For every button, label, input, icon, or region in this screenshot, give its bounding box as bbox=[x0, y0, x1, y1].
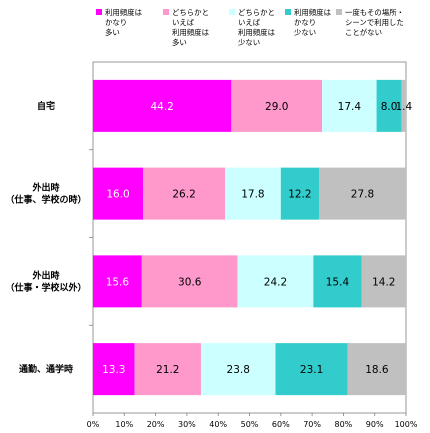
bar-segment-1-4 bbox=[318, 167, 406, 220]
category-label-2-0: 外出時 bbox=[31, 269, 59, 281]
data-label-1-4: 27.8 bbox=[351, 189, 374, 201]
x-tick-label-7: 70% bbox=[303, 420, 321, 429]
data-label-3-3: 23.1 bbox=[300, 364, 323, 376]
x-tick-label-1: 10% bbox=[115, 420, 133, 429]
bar-segment-1-1 bbox=[143, 167, 226, 220]
data-label-2-3: 15.4 bbox=[326, 276, 350, 288]
x-tick-label-2: 20% bbox=[147, 420, 165, 429]
bar-segment-2-4 bbox=[361, 255, 406, 308]
legend-label-1-0: どちらかと bbox=[172, 8, 209, 17]
legend-label-0-0: 利用頻度は bbox=[105, 8, 143, 17]
legend-swatch-4 bbox=[336, 9, 342, 15]
bar-segment-1-0 bbox=[93, 167, 144, 220]
x-tick-label-0: 0% bbox=[87, 420, 100, 429]
bar-segment-2-2 bbox=[237, 255, 314, 308]
bar-segment-0-0 bbox=[93, 79, 232, 132]
bar-segment-3-3 bbox=[275, 343, 348, 396]
data-label-0-1: 29.0 bbox=[265, 101, 288, 113]
legend-label-2-0: どちらかと bbox=[238, 8, 275, 17]
legend-label-2-1: いえば bbox=[238, 18, 261, 27]
category-label-1-0: 外出時 bbox=[31, 182, 59, 194]
data-label-2-1: 30.6 bbox=[178, 276, 202, 288]
legend-label-2-3: 少ない bbox=[238, 38, 260, 47]
bar-segment-0-2 bbox=[322, 79, 377, 132]
data-label-1-2: 17.8 bbox=[241, 189, 264, 201]
legend-swatch-2 bbox=[229, 9, 235, 15]
legend-label-1-3: 多い bbox=[172, 38, 187, 47]
bar-segment-3-4 bbox=[347, 343, 406, 396]
bar-segment-2-1 bbox=[141, 255, 238, 308]
bar-segment-1-2 bbox=[225, 167, 281, 220]
data-label-0-2: 17.4 bbox=[338, 101, 362, 113]
x-tick-label-8: 80% bbox=[335, 420, 353, 429]
plot-area: 44.2 29.0 17.4 8.01.4 16.0 26.2 17.8 12.2 27.8 15… bbox=[89, 61, 412, 414]
bar-segment-0-4 bbox=[401, 79, 406, 132]
data-label-2-4: 14.2 bbox=[372, 276, 395, 288]
data-label-1-0: 16.0 bbox=[106, 189, 129, 201]
bar-segment-3-2 bbox=[200, 343, 276, 396]
x-tick-label-9: 90% bbox=[366, 420, 384, 429]
x-tick-label-3: 30% bbox=[178, 420, 196, 429]
data-label-0-3: 8.0 bbox=[381, 101, 398, 113]
bar-segment-2-0 bbox=[93, 255, 142, 308]
category-label-0-0: 自宅 bbox=[37, 100, 55, 112]
x-tick-label-5: 50% bbox=[241, 420, 259, 429]
data-label-3-4: 18.6 bbox=[365, 364, 389, 376]
data-label-0-0: 44.2 bbox=[150, 101, 173, 113]
legend-label-3-0: 利用頻度は bbox=[294, 8, 332, 17]
legend-label-1-2: 利用頻度は bbox=[172, 28, 210, 37]
data-label-3-2: 23.8 bbox=[227, 364, 250, 376]
bar-segment-3-0 bbox=[93, 343, 135, 396]
legend-label-3-2: 少ない bbox=[294, 28, 316, 37]
bar-segment-1-3 bbox=[280, 167, 319, 220]
x-tick-label-6: 60% bbox=[272, 420, 290, 429]
legend-label-1-1: いえば bbox=[172, 18, 195, 27]
x-tick-label-10: 100% bbox=[395, 420, 418, 429]
legend-label-4-1: シーンで利用した bbox=[345, 18, 404, 27]
legend-label-3-1: かなり bbox=[294, 18, 316, 27]
legend-label-4-2: ことがない bbox=[345, 28, 382, 37]
legend-label-4-0: 一度もその場所・ bbox=[345, 8, 404, 17]
data-label-0-4: 1.4 bbox=[395, 101, 412, 113]
data-label-1-3: 12.2 bbox=[288, 189, 311, 201]
legend-swatch-1 bbox=[163, 9, 169, 15]
data-label-2-0: 15.6 bbox=[106, 276, 130, 288]
data-label-2-2: 24.2 bbox=[264, 276, 287, 288]
legend-label-0-1: かなり bbox=[105, 18, 127, 27]
x-axis: 0% 10% 20% 30% 40% 50% 60% 70% 80% 90% 100% bbox=[87, 413, 418, 429]
bar-segment-2-3 bbox=[313, 255, 362, 308]
category-label-2-1: （仕事・学校以外） bbox=[5, 281, 86, 293]
bar-segment-0-3 bbox=[376, 79, 402, 132]
bar-segment-0-1 bbox=[231, 79, 323, 132]
legend-label-2-2: 利用頻度は bbox=[238, 28, 276, 37]
category-label-1-1: （仕事、学校の時） bbox=[5, 194, 86, 206]
data-label-1-1: 26.2 bbox=[172, 189, 195, 201]
legend: 利用頻度はかなり多いどちらかといえば利用頻度は多いどちらかといえば利用頻度は少な… bbox=[96, 8, 404, 47]
bar-segment-3-1 bbox=[134, 343, 201, 396]
legend-swatch-3 bbox=[285, 9, 291, 15]
x-tick-label-4: 40% bbox=[209, 420, 227, 429]
data-label-3-1: 21.2 bbox=[156, 364, 179, 376]
data-label-3-0: 13.3 bbox=[102, 364, 125, 376]
legend-swatch-0 bbox=[96, 9, 102, 15]
legend-label-0-2: 多い bbox=[105, 28, 120, 37]
category-label-3-0: 通勤、通学時 bbox=[19, 363, 73, 375]
